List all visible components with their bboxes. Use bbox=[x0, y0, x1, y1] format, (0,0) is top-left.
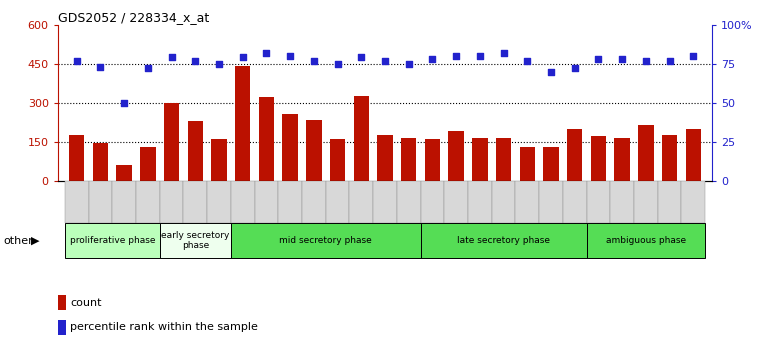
Bar bbox=[373, 181, 397, 223]
Point bbox=[379, 58, 391, 63]
Text: proliferative phase: proliferative phase bbox=[69, 236, 155, 245]
Bar bbox=[69, 135, 85, 181]
Bar bbox=[164, 103, 179, 181]
Point bbox=[355, 55, 367, 60]
Text: GDS2052 / 228334_x_at: GDS2052 / 228334_x_at bbox=[58, 11, 209, 24]
Bar bbox=[377, 135, 393, 181]
Point bbox=[497, 50, 510, 56]
Bar bbox=[183, 181, 207, 223]
Bar bbox=[235, 66, 250, 181]
Bar bbox=[401, 138, 417, 181]
Point bbox=[94, 64, 106, 70]
Bar bbox=[92, 143, 108, 181]
Point bbox=[118, 100, 130, 105]
Text: mid secretory phase: mid secretory phase bbox=[280, 236, 372, 245]
Bar bbox=[681, 181, 705, 223]
Text: ▶: ▶ bbox=[31, 236, 39, 246]
Point bbox=[189, 58, 202, 63]
Point bbox=[236, 55, 249, 60]
Bar bbox=[544, 147, 559, 181]
Point bbox=[568, 65, 581, 71]
Bar bbox=[658, 181, 681, 223]
Bar bbox=[563, 181, 587, 223]
Bar bbox=[520, 147, 535, 181]
Bar bbox=[259, 97, 274, 181]
Bar bbox=[306, 120, 322, 181]
Text: early secretory
phase: early secretory phase bbox=[161, 231, 229, 250]
Point bbox=[284, 53, 296, 59]
Bar bbox=[353, 96, 369, 181]
Bar bbox=[496, 138, 511, 181]
Bar bbox=[330, 139, 345, 181]
Bar bbox=[420, 223, 587, 258]
Bar bbox=[65, 223, 159, 258]
Bar bbox=[634, 181, 658, 223]
Bar bbox=[302, 181, 326, 223]
Bar bbox=[492, 181, 515, 223]
Bar bbox=[58, 295, 66, 310]
Bar bbox=[614, 138, 630, 181]
Point bbox=[474, 53, 486, 59]
Point bbox=[71, 58, 83, 63]
Bar bbox=[472, 138, 487, 181]
Bar bbox=[448, 131, 464, 181]
Bar bbox=[211, 139, 226, 181]
Bar bbox=[468, 181, 492, 223]
Bar bbox=[112, 181, 136, 223]
Bar bbox=[685, 129, 701, 181]
Bar bbox=[539, 181, 563, 223]
Bar bbox=[638, 125, 654, 181]
Bar bbox=[231, 181, 255, 223]
Bar bbox=[231, 223, 420, 258]
Point bbox=[545, 69, 557, 74]
Bar bbox=[397, 181, 420, 223]
Point bbox=[166, 55, 178, 60]
Bar bbox=[567, 129, 582, 181]
Point bbox=[664, 58, 676, 63]
Bar bbox=[255, 181, 278, 223]
Bar bbox=[159, 181, 183, 223]
Bar bbox=[444, 181, 468, 223]
Text: count: count bbox=[70, 298, 102, 308]
Bar bbox=[140, 147, 156, 181]
Point bbox=[521, 58, 534, 63]
Text: percentile rank within the sample: percentile rank within the sample bbox=[70, 322, 258, 332]
Point bbox=[450, 53, 462, 59]
Bar bbox=[420, 181, 444, 223]
Bar bbox=[587, 181, 611, 223]
Bar bbox=[425, 139, 440, 181]
Bar bbox=[591, 136, 606, 181]
Bar bbox=[188, 121, 203, 181]
Text: late secretory phase: late secretory phase bbox=[457, 236, 550, 245]
Bar bbox=[662, 135, 678, 181]
Point bbox=[308, 58, 320, 63]
Point bbox=[640, 58, 652, 63]
Bar bbox=[58, 320, 66, 335]
Bar bbox=[136, 181, 159, 223]
Text: ambiguous phase: ambiguous phase bbox=[606, 236, 686, 245]
Bar bbox=[116, 165, 132, 181]
Point bbox=[260, 50, 273, 56]
Bar bbox=[89, 181, 112, 223]
Point bbox=[616, 56, 628, 62]
Text: other: other bbox=[4, 236, 34, 246]
Bar bbox=[515, 181, 539, 223]
Point bbox=[331, 61, 343, 67]
Point bbox=[592, 56, 604, 62]
Bar bbox=[350, 181, 373, 223]
Bar bbox=[283, 114, 298, 181]
Point bbox=[403, 61, 415, 67]
Bar bbox=[587, 223, 705, 258]
Bar bbox=[207, 181, 231, 223]
Bar bbox=[611, 181, 634, 223]
Point bbox=[427, 56, 439, 62]
Bar bbox=[159, 223, 231, 258]
Point bbox=[142, 65, 154, 71]
Point bbox=[687, 53, 699, 59]
Bar bbox=[65, 181, 89, 223]
Bar bbox=[326, 181, 350, 223]
Bar bbox=[278, 181, 302, 223]
Point bbox=[213, 61, 225, 67]
